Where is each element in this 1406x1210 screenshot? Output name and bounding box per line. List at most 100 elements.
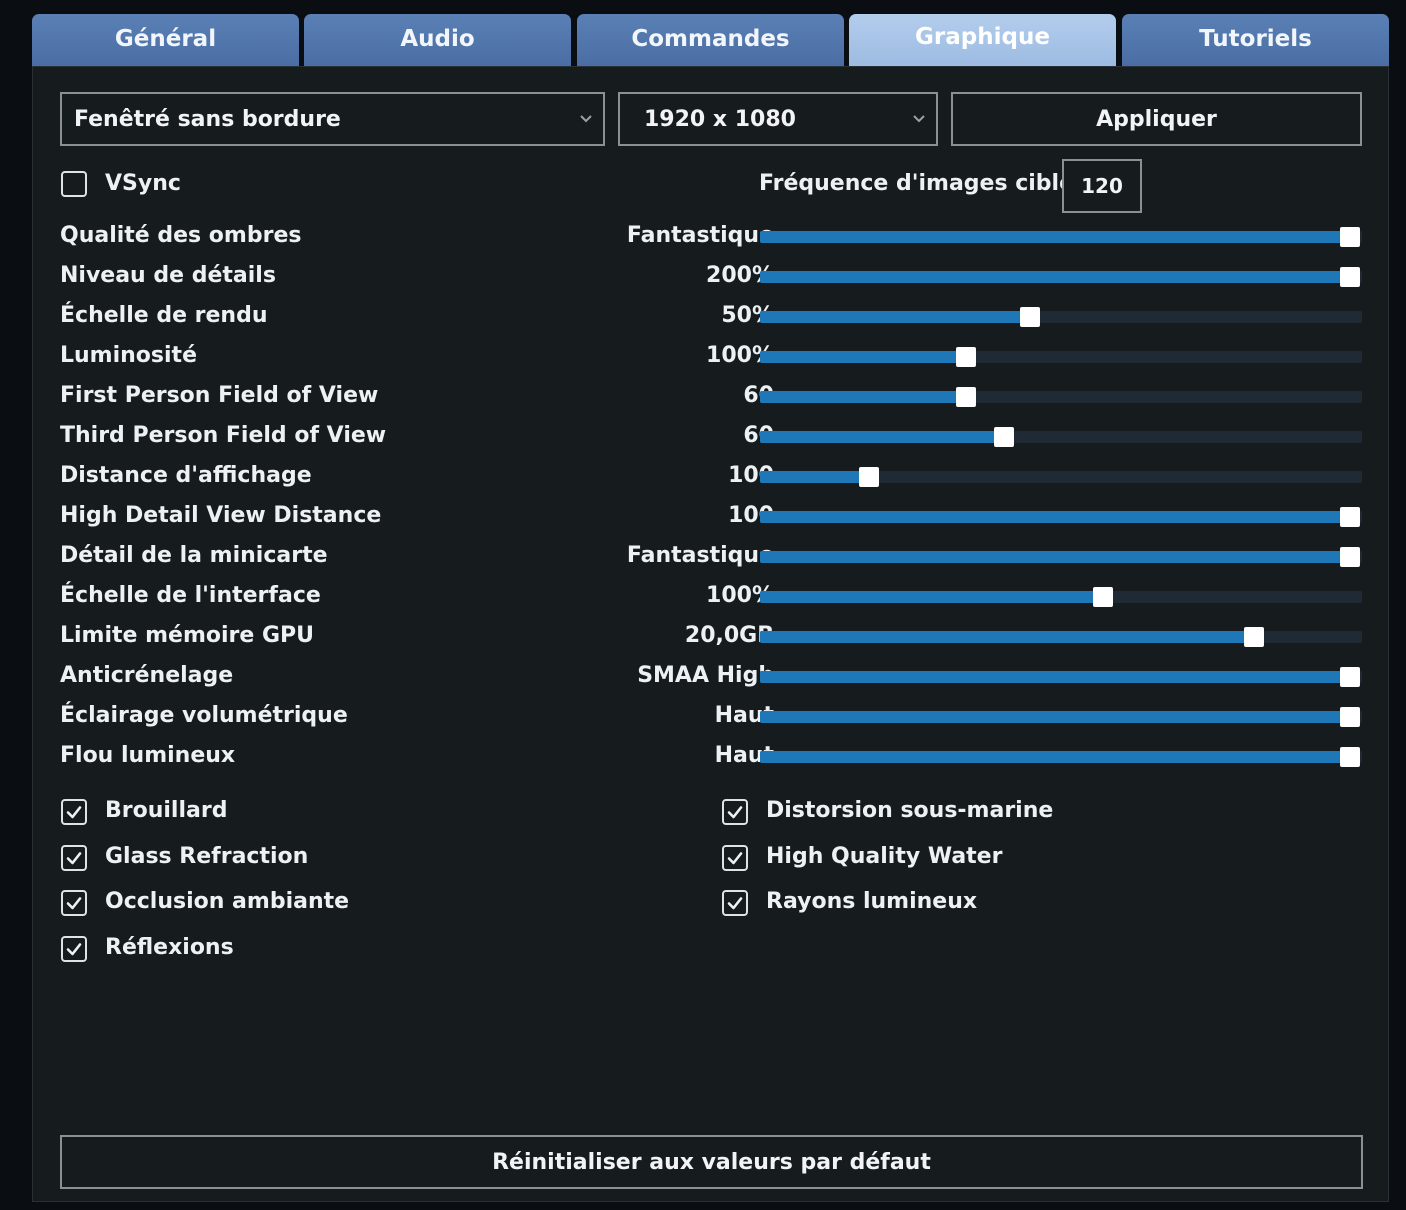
slider-track[interactable] xyxy=(760,627,1362,647)
glass-refraction-checkbox[interactable] xyxy=(61,844,87,871)
slider-fill xyxy=(760,231,1350,243)
slider-label: Échelle de l'interface xyxy=(60,583,321,608)
slider-thumb[interactable] xyxy=(1339,707,1360,727)
slider-label: Third Person Field of View xyxy=(60,423,387,448)
slider-thumb[interactable] xyxy=(1339,547,1360,567)
slider-row-luminosite: Luminosité 100% xyxy=(60,339,1362,371)
chevron-down-icon xyxy=(579,111,593,127)
slider-thumb[interactable] xyxy=(858,467,879,487)
slider-thumb[interactable] xyxy=(1244,627,1265,647)
slider-thumb[interactable] xyxy=(1019,307,1040,327)
slider-fill xyxy=(760,351,966,363)
slider-label: High Detail View Distance xyxy=(60,503,382,528)
slider-row-first-person-field-of-view: First Person Field of View 60 xyxy=(60,379,1362,411)
slider-thumb[interactable] xyxy=(1339,747,1360,767)
distorsion-sous-marine-checkbox[interactable] xyxy=(722,799,748,825)
rayons-lumineux-checkbox[interactable] xyxy=(722,890,748,916)
slider-row-eclairage-volumetrique: Éclairage volumétrique Haut xyxy=(60,699,1362,731)
slider-row-distance-d-affichage: Distance d'affichage 100 xyxy=(60,459,1362,491)
slider-row-high-detail-view-distance: High Detail View Distance 100 xyxy=(60,499,1362,531)
slider-fill xyxy=(760,431,1004,443)
slider-thumb[interactable] xyxy=(1339,227,1360,247)
slider-track[interactable] xyxy=(760,747,1362,767)
slider-fill xyxy=(760,671,1350,683)
target-fps-input[interactable]: 120 xyxy=(1062,159,1142,213)
slider-track[interactable] xyxy=(760,387,1362,407)
occlusion-ambiante-label: Occlusion ambiante xyxy=(105,889,350,914)
resolution-dropdown[interactable]: 1920 x 1080 xyxy=(618,92,938,146)
slider-fill xyxy=(760,271,1350,283)
brouillard-checkbox[interactable] xyxy=(61,799,87,825)
checkmark-icon xyxy=(726,894,744,912)
display-mode-dropdown[interactable]: Fenêtré sans bordure xyxy=(60,92,605,146)
slider-fill xyxy=(760,631,1255,643)
display-mode-value: Fenêtré sans bordure xyxy=(74,106,341,132)
tab-general[interactable]: Général xyxy=(32,14,299,66)
slider-fill xyxy=(760,391,966,403)
slider-value: SMAA High xyxy=(637,663,774,688)
slider-thumb[interactable] xyxy=(993,427,1014,447)
slider-row-detail-de-la-minicarte: Détail de la minicarte Fantastique xyxy=(60,539,1362,571)
slider-row-flou-lumineux: Flou lumineux Haut xyxy=(60,739,1362,771)
slider-thumb[interactable] xyxy=(1093,587,1114,607)
slider-fill xyxy=(760,471,869,483)
checkmark-icon xyxy=(65,894,83,912)
slider-label: First Person Field of View xyxy=(60,383,379,408)
settings-window: Général Audio Commandes Graphique Tutori… xyxy=(32,14,1389,1202)
slider-track[interactable] xyxy=(760,707,1362,727)
slider-row-limite-memoire-gpu: Limite mémoire GPU 20,0GB xyxy=(60,619,1362,651)
brouillard-label: Brouillard xyxy=(105,798,228,823)
slider-track[interactable] xyxy=(760,227,1362,247)
tab-tutoriels[interactable]: Tutoriels xyxy=(1122,14,1389,66)
slider-track[interactable] xyxy=(760,587,1362,607)
slider-track[interactable] xyxy=(760,307,1362,327)
glass-refraction-label: Glass Refraction xyxy=(105,843,309,869)
slider-thumb[interactable] xyxy=(1339,267,1360,287)
slider-value: Fantastique xyxy=(626,223,774,248)
target-fps-label: Fréquence d'images cible xyxy=(759,171,1075,196)
resolution-value: 1920 x 1080 xyxy=(644,106,796,132)
slider-track[interactable] xyxy=(760,427,1362,447)
apply-button[interactable]: Appliquer xyxy=(951,92,1362,146)
slider-label: Qualité des ombres xyxy=(60,223,302,248)
tab-bar: Général Audio Commandes Graphique Tutori… xyxy=(32,14,1389,66)
distorsion-sous-marine-label: Distorsion sous-marine xyxy=(766,798,1054,823)
slider-row-echelle-de-l-interface: Échelle de l'interface 100% xyxy=(60,579,1362,611)
checkmark-icon xyxy=(65,803,83,821)
reset-defaults-button[interactable]: Réinitialiser aux valeurs par défaut xyxy=(60,1135,1363,1189)
slider-track[interactable] xyxy=(760,667,1362,687)
slider-thumb[interactable] xyxy=(1339,507,1360,527)
tab-audio[interactable]: Audio xyxy=(304,14,571,66)
slider-label: Éclairage volumétrique xyxy=(60,703,348,728)
slider-row-third-person-field-of-view: Third Person Field of View 60 xyxy=(60,419,1362,451)
high-quality-water-checkbox[interactable] xyxy=(722,844,748,871)
occlusion-ambiante-checkbox[interactable] xyxy=(61,890,87,916)
slider-track[interactable] xyxy=(760,467,1362,487)
slider-row-anticrenelage: Anticrénelage SMAA High xyxy=(60,659,1362,691)
slider-track[interactable] xyxy=(760,547,1362,567)
checkmark-icon xyxy=(726,803,744,821)
slider-track[interactable] xyxy=(760,347,1362,367)
slider-track[interactable] xyxy=(760,507,1362,527)
vsync-label: VSync xyxy=(105,171,181,196)
slider-track[interactable] xyxy=(760,267,1362,287)
slider-thumb[interactable] xyxy=(955,347,976,367)
slider-fill xyxy=(760,711,1350,723)
slider-fill xyxy=(760,551,1350,563)
slider-thumb[interactable] xyxy=(955,387,976,407)
slider-thumb[interactable] xyxy=(1339,667,1360,687)
slider-row-niveau-de-details: Niveau de détails 200% xyxy=(60,259,1362,291)
vsync-checkbox[interactable] xyxy=(61,171,87,197)
slider-label: Flou lumineux xyxy=(60,743,236,768)
graphics-panel: Fenêtré sans bordure 1920 x 1080 Appliqu… xyxy=(32,66,1389,1202)
tab-graphique[interactable]: Graphique xyxy=(849,14,1116,66)
reflexions-label: Réflexions xyxy=(105,934,234,960)
reflexions-checkbox[interactable] xyxy=(61,935,87,962)
target-fps-value: 120 xyxy=(1081,174,1123,198)
slider-row-qualite-des-ombres: Qualité des ombres Fantastique xyxy=(60,219,1362,251)
chevron-down-icon xyxy=(912,111,926,127)
tab-commandes[interactable]: Commandes xyxy=(577,14,844,66)
slider-fill xyxy=(760,311,1030,323)
slider-fill xyxy=(760,591,1104,603)
slider-label: Échelle de rendu xyxy=(60,303,268,328)
